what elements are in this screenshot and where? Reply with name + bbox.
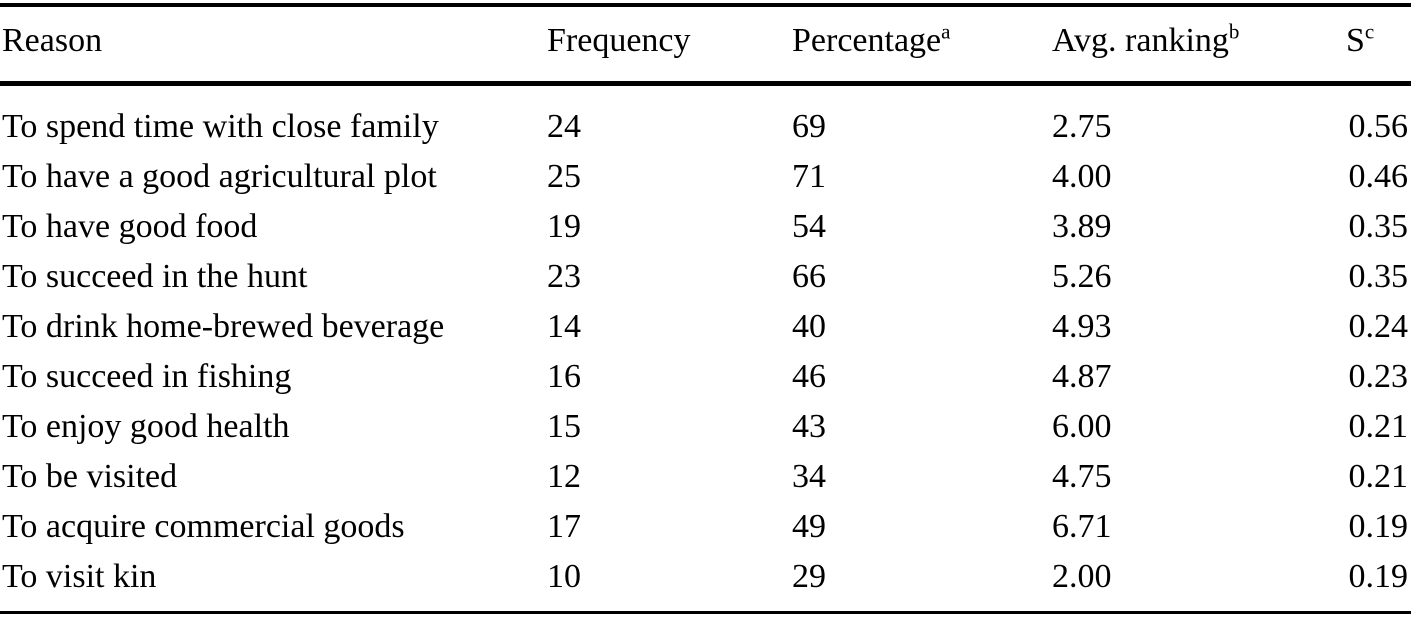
- reason-cell: To visit kin: [2, 558, 157, 595]
- avg-ranking-cell: 2.75: [1052, 108, 1112, 145]
- table-row: To drink home-brewed beverage 14 40 4.93 0.2…: [0, 302, 1411, 352]
- s-cell: 0.56: [1348, 108, 1409, 145]
- s-cell: 0.24: [1348, 308, 1409, 345]
- percentage-cell: 69: [792, 108, 826, 145]
- reason-cell: To succeed in the hunt: [2, 258, 308, 295]
- reason-cell: To have good food: [2, 208, 258, 245]
- table-row: To spend time with close family 24 69 2.75 0…: [0, 84, 1411, 153]
- percentage-cell: 46: [792, 358, 826, 395]
- table-header: Reason Frequency Percentagea Avg. rankin…: [0, 7, 1411, 86]
- footnote-marker-b: b: [1228, 19, 1240, 44]
- frequency-cell: 19: [547, 208, 581, 245]
- column-header-avg-ranking: Avg. rankingb: [1050, 7, 1332, 86]
- reason-cell: To acquire commercial goods: [2, 508, 405, 545]
- reason-cell: To enjoy good health: [2, 408, 290, 445]
- percentage-cell: 54: [792, 208, 826, 245]
- s-cell: 0.19: [1348, 508, 1409, 545]
- reason-cell: To drink home-brewed beverage: [2, 308, 445, 345]
- header-row: Reason Frequency Percentagea Avg. rankin…: [0, 7, 1411, 86]
- percentage-cell: 49: [792, 508, 826, 545]
- table-row: To have good food 19 54 3.89 0.35: [0, 202, 1411, 252]
- percentage-cell: 40: [792, 308, 826, 345]
- table-row: To succeed in the hunt 23 66 5.26 0.35: [0, 252, 1411, 302]
- s-cell: 0.19: [1348, 558, 1409, 595]
- table-row: To acquire commercial goods 17 49 6.71 0.19: [0, 502, 1411, 552]
- reason-cell: To be visited: [2, 458, 178, 495]
- column-header-label: Frequency: [547, 22, 691, 59]
- frequency-cell: 16: [547, 358, 581, 395]
- avg-ranking-cell: 3.89: [1052, 208, 1112, 245]
- table-row: To succeed in fishing 16 46 4.87 0.23: [0, 352, 1411, 402]
- frequency-cell: 17: [547, 508, 581, 545]
- s-cell: 0.21: [1348, 458, 1409, 495]
- table-row: To be visited 12 34 4.75 0.21: [0, 452, 1411, 502]
- s-cell: 0.23: [1348, 358, 1409, 395]
- table-row: To visit kin 10 29 2.00 0.19: [0, 552, 1411, 602]
- avg-ranking-cell: 4.00: [1052, 158, 1112, 195]
- percentage-cell: 43: [792, 408, 826, 445]
- footnote-marker-c: c: [1364, 19, 1375, 44]
- avg-ranking-cell: 6.71: [1052, 508, 1112, 545]
- s-cell: 0.35: [1348, 258, 1409, 295]
- percentage-cell: 34: [792, 458, 826, 495]
- avg-ranking-cell: 2.00: [1052, 558, 1112, 595]
- reason-cell: To have a good agricultural plot: [2, 158, 437, 195]
- column-header-percentage: Percentagea: [790, 7, 1050, 86]
- table-row: To enjoy good health 15 43 6.00 0.21: [0, 402, 1411, 452]
- frequency-cell: 10: [547, 558, 581, 595]
- column-header-label: Reason: [2, 22, 103, 59]
- frequency-cell: 14: [547, 308, 581, 345]
- data-table: Reason Frequency Percentagea Avg. rankin…: [0, 7, 1411, 602]
- frequency-cell: 24: [547, 108, 581, 145]
- frequency-cell: 12: [547, 458, 581, 495]
- frequency-cell: 15: [547, 408, 581, 445]
- table-body: To spend time with close family 24 69 2.75 0…: [0, 84, 1411, 603]
- percentage-cell: 66: [792, 258, 826, 295]
- column-header-reason: Reason: [0, 7, 545, 86]
- s-cell: 0.35: [1348, 208, 1409, 245]
- reason-cell: To spend time with close family: [2, 108, 439, 145]
- frequency-cell: 25: [547, 158, 581, 195]
- table-top-rule: [0, 3, 1411, 7]
- column-header-frequency: Frequency: [545, 7, 790, 86]
- footnote-marker-a: a: [941, 19, 951, 44]
- column-header-s: Sc: [1332, 7, 1411, 86]
- frequency-cell: 23: [547, 258, 581, 295]
- table-bottom-rule: [0, 611, 1411, 614]
- avg-ranking-cell: 5.26: [1052, 258, 1112, 295]
- column-header-label: S: [1346, 22, 1365, 59]
- percentage-cell: 29: [792, 558, 826, 595]
- table-row: To have a good agricultural plot 25 71 4.00…: [0, 152, 1411, 202]
- avg-ranking-cell: 4.87: [1052, 358, 1112, 395]
- s-cell: 0.21: [1348, 408, 1409, 445]
- percentage-cell: 71: [792, 158, 826, 195]
- column-header-label: Avg. ranking: [1052, 22, 1229, 59]
- reason-cell: To succeed in fishing: [2, 358, 292, 395]
- s-cell: 0.46: [1348, 158, 1409, 195]
- avg-ranking-cell: 4.75: [1052, 458, 1112, 495]
- avg-ranking-cell: 6.00: [1052, 408, 1112, 445]
- column-header-label: Percentage: [792, 22, 942, 59]
- avg-ranking-cell: 4.93: [1052, 308, 1112, 345]
